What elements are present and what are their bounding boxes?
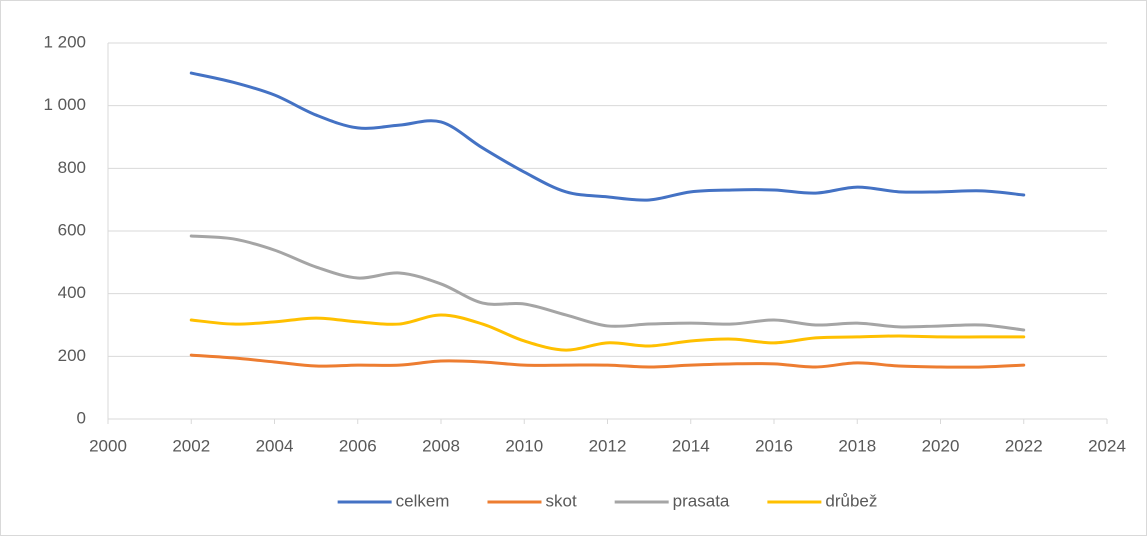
x-tick-label: 2014 xyxy=(672,436,710,455)
y-tick-label: 0 xyxy=(77,408,86,427)
legend-label: skot xyxy=(545,491,576,510)
legend-label: celkem xyxy=(396,491,450,510)
y-tick-label: 1 000 xyxy=(43,95,86,114)
y-tick-label: 400 xyxy=(58,283,86,302)
x-tick-label: 2010 xyxy=(505,436,543,455)
x-tick-label: 2008 xyxy=(422,436,460,455)
x-tick-label: 2002 xyxy=(172,436,210,455)
x-tick-label: 2016 xyxy=(755,436,793,455)
legend-label: prasata xyxy=(673,491,730,510)
series-line xyxy=(189,71,1026,202)
legend-label: drůbež xyxy=(825,491,877,510)
y-tick-label: 200 xyxy=(58,346,86,365)
series-line xyxy=(189,313,1026,352)
x-tick-label: 2018 xyxy=(838,436,876,455)
x-tick-label: 2006 xyxy=(339,436,377,455)
series-line xyxy=(189,353,1026,369)
x-tick-label: 2020 xyxy=(922,436,960,455)
x-tick-label: 2004 xyxy=(256,436,294,455)
x-tick-label: 2022 xyxy=(1005,436,1043,455)
x-tick-label: 2024 xyxy=(1088,436,1126,455)
y-tick-label: 800 xyxy=(58,158,86,177)
y-tick-label: 600 xyxy=(58,220,86,239)
x-tick-label: 2000 xyxy=(89,436,127,455)
series-line xyxy=(189,234,1026,332)
x-tick-label: 2012 xyxy=(589,436,627,455)
y-tick-label: 1 200 xyxy=(43,32,86,51)
